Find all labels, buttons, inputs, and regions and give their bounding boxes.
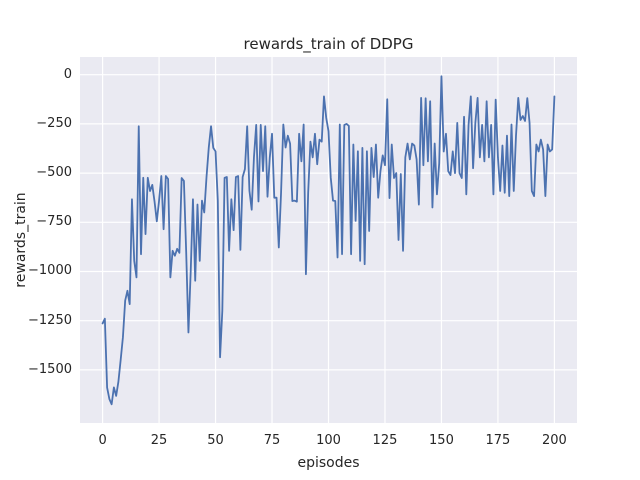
x-tick-label: 175 [485, 433, 511, 448]
y-tick-label: −250 [36, 115, 72, 131]
x-axis-label: episodes [297, 455, 360, 471]
y-tick-label: −750 [36, 214, 72, 230]
x-tick-label: 25 [150, 433, 168, 448]
x-tick-label: 200 [541, 433, 567, 448]
x-tick-label: 75 [263, 433, 281, 448]
y-tick-label: 0 [63, 66, 72, 82]
x-tick-label: 0 [98, 433, 107, 448]
y-tick-label: −1250 [28, 312, 72, 328]
chart-canvas [80, 57, 577, 423]
x-tick-label: 100 [316, 433, 341, 448]
y-tick-label: −500 [36, 165, 72, 181]
plot-area [80, 57, 577, 423]
chart-title: rewards_train of DDPG [243, 35, 414, 53]
x-tick-label: 50 [207, 433, 224, 448]
x-tick-label: 125 [372, 433, 398, 448]
x-tick-label: 150 [429, 433, 454, 448]
y-tick-label: −1000 [28, 263, 72, 279]
y-tick-label: −1500 [28, 361, 72, 377]
series-line-rewards_train [101, 75, 556, 406]
